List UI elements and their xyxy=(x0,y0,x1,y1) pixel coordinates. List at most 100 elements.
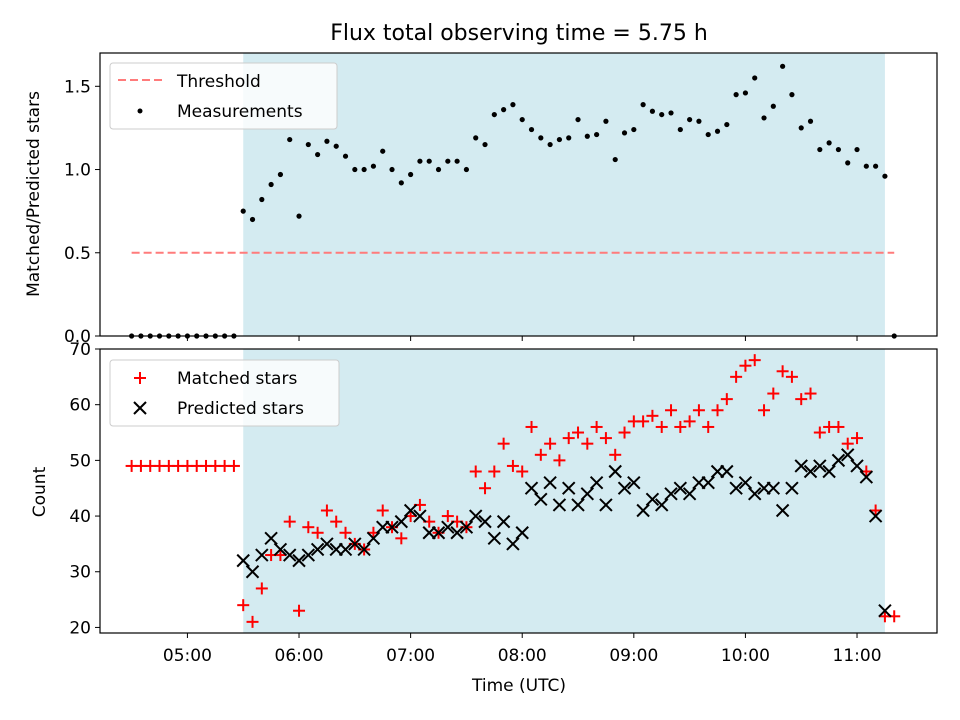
measurement-point xyxy=(854,146,860,153)
matched-point xyxy=(655,420,668,433)
ratio-marks xyxy=(129,63,897,339)
measurement-point xyxy=(733,92,739,98)
matched-point xyxy=(227,459,240,472)
predicted-point xyxy=(450,526,464,540)
measurement-point xyxy=(696,118,702,124)
measurement-point xyxy=(519,116,525,123)
measurement-point xyxy=(473,135,479,141)
measurement-point xyxy=(482,141,488,148)
measurement-point xyxy=(780,63,786,69)
measurement-point xyxy=(603,118,609,124)
matched-point xyxy=(637,415,650,428)
matched-point xyxy=(813,426,826,439)
measurement-point xyxy=(714,128,721,134)
predicted-point xyxy=(580,487,595,501)
ratio-legend: Threshold Measurements xyxy=(109,62,338,130)
count-y-ticks: 20 30 40 50 60 70 xyxy=(69,340,100,638)
matched-point xyxy=(330,515,343,528)
predicted-point xyxy=(850,459,864,473)
measurement-point xyxy=(398,180,404,186)
count-marks xyxy=(125,354,901,628)
observing-window-shade xyxy=(243,349,885,633)
measurement-point xyxy=(277,171,284,178)
predicted-point xyxy=(301,548,316,562)
x-tick-label: 08:00 xyxy=(498,646,547,666)
matched-point xyxy=(609,448,622,461)
ratio-x-ticks xyxy=(186,336,858,341)
matched-point xyxy=(581,437,594,450)
predicted-point xyxy=(236,553,250,568)
predicted-point xyxy=(469,509,483,523)
predicted-point xyxy=(738,475,753,490)
predicted-point xyxy=(245,565,260,579)
measurement-point xyxy=(649,108,656,114)
measurement-point xyxy=(621,130,628,136)
predicted-point xyxy=(868,509,883,523)
matched-point xyxy=(730,370,743,383)
x-tick-label: 09:00 xyxy=(609,646,658,666)
ratio-y-axis-label: Matched/Predicted stars xyxy=(24,91,44,297)
measurement-point xyxy=(835,146,842,153)
measurement-point xyxy=(826,140,832,146)
predicted-point xyxy=(729,481,743,495)
matched-point xyxy=(497,437,510,450)
measurement-point xyxy=(575,116,581,123)
count-x-ticks: 05:00 06:00 07:00 08:00 09:00 10:00 11:00 xyxy=(163,633,882,666)
predicted-point xyxy=(338,542,353,557)
ratio-legend-box xyxy=(109,62,338,130)
matched-point xyxy=(525,420,538,433)
matched-point xyxy=(534,448,547,461)
matched-point xyxy=(646,409,659,422)
threshold-legend-label: Threshold xyxy=(176,72,261,92)
predicted-point xyxy=(608,464,622,479)
predicted-point xyxy=(534,492,548,507)
predicted-point xyxy=(357,542,371,557)
matched-point xyxy=(832,420,845,433)
matched-point xyxy=(544,437,557,450)
count-legend: Matched stars Predicted stars xyxy=(109,359,340,427)
predicted-point xyxy=(859,470,874,484)
measurement-point xyxy=(296,213,302,219)
predicted-point xyxy=(264,531,278,546)
matched-point xyxy=(572,426,585,439)
matched-point xyxy=(339,526,352,539)
predicted-point xyxy=(785,481,799,495)
measurement-point xyxy=(556,136,563,143)
predicted-legend-swatch xyxy=(133,401,147,415)
matched-point xyxy=(767,387,780,400)
measurement-point xyxy=(370,163,377,169)
predicted-point xyxy=(655,498,669,512)
matched-point xyxy=(488,465,501,478)
predicted-point xyxy=(701,475,715,490)
matched-point xyxy=(283,515,296,528)
predicted-point xyxy=(543,475,557,490)
matched-point xyxy=(553,454,566,467)
measurement-point xyxy=(389,166,395,173)
matched-point xyxy=(395,532,408,545)
measurement-point xyxy=(863,163,869,169)
matched-point xyxy=(479,482,492,495)
matched-point xyxy=(776,365,789,378)
matched-point xyxy=(795,393,808,406)
ratio-panel: 0.0 0.5 1.0 1.5 Matched/Predicted stars Thr… xyxy=(24,52,938,347)
measurement-point xyxy=(817,146,823,153)
x-tick-label: 05:00 xyxy=(163,646,212,666)
measurement-point xyxy=(528,126,535,133)
measurement-point xyxy=(742,90,749,96)
predicted-point xyxy=(524,481,539,495)
x-tick-label: 11:00 xyxy=(833,646,882,666)
predicted-point xyxy=(617,481,632,495)
predicted-point xyxy=(283,548,297,562)
count-plot-frame xyxy=(99,348,938,634)
measurement-point xyxy=(761,115,767,121)
predicted-point xyxy=(459,520,474,534)
matched-point xyxy=(320,504,333,517)
predicted-point xyxy=(273,542,288,557)
x-tick-label: 07:00 xyxy=(386,646,435,666)
predicted-point xyxy=(664,487,678,501)
predicted-point xyxy=(636,503,650,518)
predicted-point xyxy=(627,475,641,490)
count-y-tick-label: 70 xyxy=(69,340,91,360)
measurement-point xyxy=(240,208,246,214)
count-legend-box xyxy=(109,359,340,427)
